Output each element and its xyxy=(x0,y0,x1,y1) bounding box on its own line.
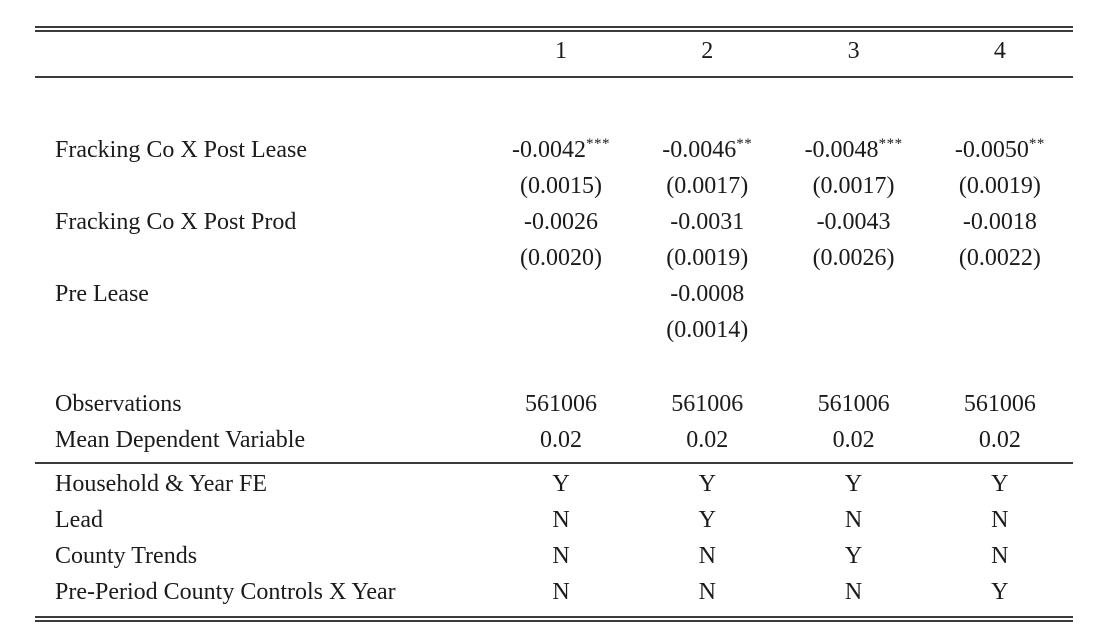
row-label-empty xyxy=(35,168,488,204)
coefficient-value: -0.0018 xyxy=(962,209,1037,235)
stderr-cell xyxy=(488,312,634,348)
row-label: Fracking Co X Post Prod xyxy=(55,209,297,235)
coefficient-cell: -0.0008 xyxy=(634,276,780,312)
coefficient-cell: -0.0043 xyxy=(780,204,926,240)
spec-flag-cell: N xyxy=(698,543,716,569)
significance-stars: *** xyxy=(878,136,903,152)
mean-dep-var-cell: 0.02 xyxy=(540,427,582,453)
spec-row-county-trends: County Trends N N Y N xyxy=(35,538,1073,574)
spec-flag-cell: N xyxy=(991,507,1009,533)
spec-flag-cell: Y xyxy=(844,543,863,569)
significance-stars: *** xyxy=(586,136,610,152)
coefficient-cell: -0.0031 xyxy=(634,204,780,240)
spec-flag-cell: N xyxy=(552,543,570,569)
row-label-empty xyxy=(35,312,488,348)
regression-table: 1 2 3 4 Fracking Co X Post Lease -0.0042… xyxy=(35,26,1073,622)
coefficient-row-post-prod: Fracking Co X Post Prod -0.0026 -0.0031 … xyxy=(35,204,1073,240)
coefficient-cell xyxy=(927,276,1073,312)
coefficient-cell: -0.0050** xyxy=(927,132,1073,168)
stderr-cell: (0.0017) xyxy=(666,173,749,199)
stderr-cell: (0.0020) xyxy=(520,245,602,271)
stderr-cell xyxy=(780,312,926,348)
stderr-cell: (0.0014) xyxy=(666,317,749,343)
stderr-cell xyxy=(927,312,1073,348)
stderr-cell: (0.0019) xyxy=(958,173,1041,199)
stderr-cell: (0.0022) xyxy=(958,245,1041,271)
row-label: Household & Year FE xyxy=(55,471,268,497)
spec-flag-cell: Y xyxy=(552,471,570,497)
spec-row-household-year-fe: Household & Year FE Y Y Y Y xyxy=(35,463,1073,502)
column-header-4: 4 xyxy=(993,38,1006,64)
row-label: County Trends xyxy=(55,543,198,569)
coefficient-row-post-lease: Fracking Co X Post Lease -0.0042*** -0.0… xyxy=(35,132,1073,168)
coefficient-value: -0.0031 xyxy=(670,209,745,235)
spacer-row xyxy=(35,348,1073,386)
coefficient-row-pre-lease: Pre Lease -0.0008 xyxy=(35,276,1073,312)
observations-cell: 561006 xyxy=(525,391,597,417)
observations-cell: 561006 xyxy=(817,391,890,417)
spec-flag-cell: N xyxy=(552,507,570,533)
observations-row: Observations 561006 561006 561006 561006 xyxy=(35,386,1073,422)
spacer-row xyxy=(35,77,1073,132)
coefficient-value: -0.0046 xyxy=(662,137,737,163)
regression-table-container: 1 2 3 4 Fracking Co X Post Lease -0.0042… xyxy=(35,26,1073,622)
stderr-row-post-prod: (0.0020) (0.0019) (0.0026) (0.0022) xyxy=(35,240,1073,276)
stderr-row-pre-lease: (0.0014) xyxy=(35,312,1073,348)
stderr-row-post-lease: (0.0015) (0.0017) (0.0017) (0.0019) xyxy=(35,168,1073,204)
row-label: Lead xyxy=(55,507,103,533)
row-label: Pre Lease xyxy=(55,281,149,307)
row-label: Mean Dependent Variable xyxy=(55,427,306,453)
row-label: Fracking Co X Post Lease xyxy=(55,137,307,163)
coefficient-value: -0.0050 xyxy=(954,137,1029,163)
mean-dep-var-cell: 0.02 xyxy=(832,427,875,453)
stderr-cell: (0.0015) xyxy=(520,173,602,199)
coefficient-cell: -0.0046** xyxy=(634,132,780,168)
mean-dep-var-cell: 0.02 xyxy=(978,427,1021,453)
coefficient-value: -0.0026 xyxy=(524,209,598,235)
coefficient-cell: -0.0018 xyxy=(927,204,1073,240)
coefficient-cell xyxy=(488,276,634,312)
row-label: Pre-Period County Controls X Year xyxy=(55,579,396,605)
coefficient-value: -0.0042 xyxy=(512,137,586,163)
observations-cell: 561006 xyxy=(963,391,1036,417)
column-header-3: 3 xyxy=(847,38,860,64)
coefficient-value: -0.0008 xyxy=(670,281,745,307)
spec-flag-cell: Y xyxy=(698,507,716,533)
column-header-row: 1 2 3 4 xyxy=(35,29,1073,77)
stderr-cell: (0.0019) xyxy=(666,245,749,271)
spec-row-preperiod-county-controls: Pre-Period County Controls X Year N N N … xyxy=(35,574,1073,619)
coefficient-cell: -0.0026 xyxy=(488,204,634,240)
coefficient-value: -0.0043 xyxy=(816,209,891,235)
spec-flag-cell: N xyxy=(552,579,570,605)
stderr-cell: (0.0026) xyxy=(812,245,895,271)
stderr-cell: (0.0017) xyxy=(812,173,895,199)
column-header-1: 1 xyxy=(555,38,567,64)
coefficient-cell: -0.0042*** xyxy=(488,132,634,168)
spec-flag-cell: N xyxy=(844,507,863,533)
coefficient-cell xyxy=(780,276,926,312)
header-empty-cell xyxy=(35,29,488,77)
row-label-empty xyxy=(35,240,488,276)
spec-flag-cell: Y xyxy=(844,471,863,497)
observations-cell: 561006 xyxy=(671,391,744,417)
coefficient-value: -0.0048 xyxy=(804,137,879,163)
significance-stars: ** xyxy=(736,136,753,152)
spacer-cell xyxy=(35,77,1073,132)
spec-flag-cell: N xyxy=(698,579,716,605)
column-header-2: 2 xyxy=(701,38,714,64)
significance-stars: ** xyxy=(1028,136,1045,152)
spec-flag-cell: Y xyxy=(991,471,1009,497)
spec-row-lead: Lead N Y N N xyxy=(35,502,1073,538)
spacer-cell xyxy=(35,348,1073,386)
coefficient-cell: -0.0048*** xyxy=(780,132,926,168)
spec-flag-cell: Y xyxy=(698,471,716,497)
spec-flag-cell: Y xyxy=(991,579,1009,605)
row-label: Observations xyxy=(55,391,182,417)
spec-flag-cell: N xyxy=(844,579,863,605)
mean-dep-var-cell: 0.02 xyxy=(686,427,729,453)
mean-dep-var-row: Mean Dependent Variable 0.02 0.02 0.02 0… xyxy=(35,422,1073,463)
spec-flag-cell: N xyxy=(991,543,1009,569)
